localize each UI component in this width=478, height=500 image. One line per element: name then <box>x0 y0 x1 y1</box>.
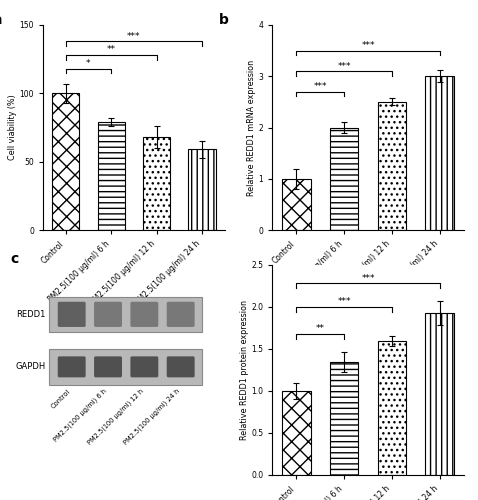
Text: REDD1: REDD1 <box>17 310 46 319</box>
Bar <box>98 122 125 230</box>
Bar <box>143 137 170 230</box>
Bar <box>282 391 311 475</box>
Text: ***: *** <box>361 274 375 283</box>
FancyBboxPatch shape <box>58 356 86 378</box>
Text: Control: Control <box>50 388 72 409</box>
Text: **: ** <box>316 324 325 333</box>
Text: PM2.5(100 μg/ml) 6 h: PM2.5(100 μg/ml) 6 h <box>53 388 108 444</box>
Bar <box>188 150 216 230</box>
Bar <box>330 128 358 230</box>
Text: *: * <box>86 59 91 68</box>
Text: **: ** <box>107 46 116 54</box>
FancyBboxPatch shape <box>130 302 158 327</box>
Text: c: c <box>11 252 19 266</box>
Text: a: a <box>0 12 1 26</box>
Bar <box>282 179 311 230</box>
Y-axis label: Relative REDD1 mRNA expression: Relative REDD1 mRNA expression <box>247 60 256 196</box>
Text: PM2.5(100 μg/ml) 12 h: PM2.5(100 μg/ml) 12 h <box>86 388 144 446</box>
Text: ***: *** <box>361 41 375 50</box>
Bar <box>49 349 202 384</box>
FancyBboxPatch shape <box>58 302 86 327</box>
Bar <box>49 296 202 332</box>
Y-axis label: Relative REDD1 protein expression: Relative REDD1 protein expression <box>239 300 249 440</box>
Y-axis label: Cell viability (%): Cell viability (%) <box>8 94 17 160</box>
FancyBboxPatch shape <box>94 356 122 378</box>
Bar <box>378 102 406 230</box>
FancyBboxPatch shape <box>167 356 195 378</box>
Text: b: b <box>219 12 229 26</box>
Text: ***: *** <box>127 32 141 41</box>
Bar <box>330 362 358 475</box>
FancyBboxPatch shape <box>167 302 195 327</box>
Bar <box>425 313 454 475</box>
Bar <box>425 76 454 230</box>
FancyBboxPatch shape <box>130 356 158 378</box>
Bar <box>52 94 79 230</box>
Text: ***: *** <box>337 298 351 306</box>
FancyBboxPatch shape <box>94 302 122 327</box>
Text: GAPDH: GAPDH <box>16 362 46 372</box>
Text: ***: *** <box>314 82 327 91</box>
Text: ***: *** <box>337 62 351 70</box>
Bar <box>378 340 406 475</box>
Text: PM2.5(100 μg/ml) 24 h: PM2.5(100 μg/ml) 24 h <box>122 388 181 446</box>
